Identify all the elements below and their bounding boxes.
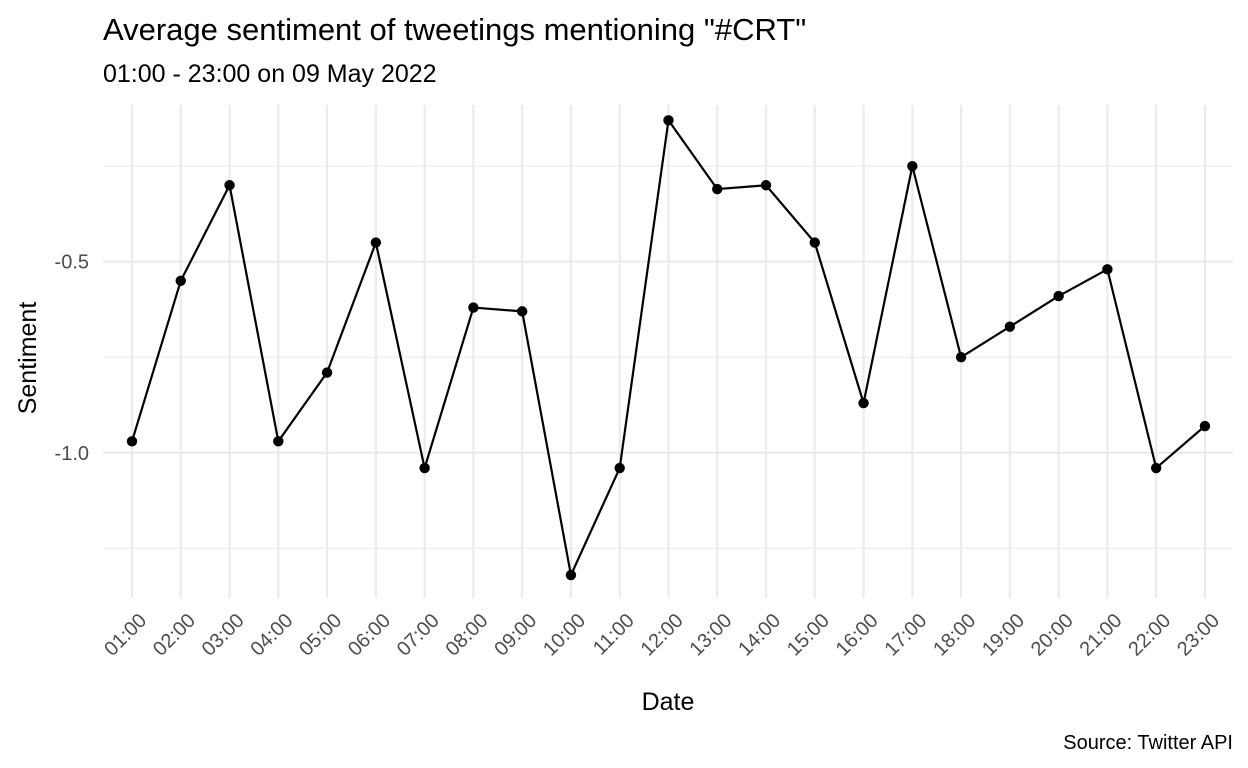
sentiment-series [126, 115, 1211, 581]
data-point [175, 275, 186, 286]
data-point [224, 180, 235, 191]
x-tick-label: 07:00 [393, 610, 444, 661]
y-axis-title: Sentiment [14, 302, 42, 415]
y-axis-tick-labels: -1.0 -0.5 [55, 252, 89, 465]
data-point [1150, 462, 1162, 474]
x-tick-label: 16:00 [832, 610, 883, 661]
data-point [468, 302, 479, 313]
x-tick-label: 03:00 [198, 610, 249, 661]
data-point [321, 367, 333, 378]
data-point [1004, 321, 1016, 332]
data-point [614, 462, 625, 474]
x-tick-label: 08:00 [442, 610, 493, 661]
data-point [1102, 264, 1113, 275]
x-tick-label: 22:00 [1124, 610, 1175, 661]
data-point [955, 352, 967, 363]
x-tick-label: 05:00 [295, 610, 346, 661]
x-tick-label: 18:00 [929, 610, 980, 661]
x-tick-label: 06:00 [344, 610, 395, 661]
x-tick-label: 23:00 [1173, 610, 1224, 661]
x-tick-label: 13:00 [685, 610, 736, 661]
x-tick-label: 10:00 [539, 610, 590, 661]
x-tick-label: 17:00 [881, 610, 932, 661]
x-axis-title: Date [642, 688, 695, 716]
data-point [126, 436, 138, 447]
data-point [419, 462, 430, 474]
data-point [1199, 420, 1211, 432]
data-point [1053, 290, 1064, 302]
chart-caption: Source: Twitter API [1063, 732, 1233, 754]
x-tick-label: 04:00 [247, 610, 298, 661]
x-tick-label: 12:00 [637, 610, 688, 661]
x-tick-label: 15:00 [783, 610, 834, 661]
x-tick-label: 11:00 [589, 610, 639, 660]
x-tick-label: 19:00 [978, 610, 1029, 661]
x-tick-label: 20:00 [1027, 610, 1078, 661]
grid-lines [103, 105, 1233, 598]
x-axis-tick-labels: 01:0002:0003:0004:0005:0006:0007:0008:00… [100, 610, 1224, 661]
x-tick-label: 09:00 [490, 610, 541, 661]
y-tick-label: -0.5 [55, 252, 89, 274]
data-point [760, 180, 772, 191]
x-tick-label: 21:00 [1076, 610, 1127, 661]
data-point [907, 160, 918, 172]
data-point [370, 237, 382, 248]
chart-subtitle: 01:00 - 23:00 on 09 May 2022 [103, 60, 437, 88]
x-tick-label: 02:00 [149, 610, 200, 661]
data-point [516, 306, 528, 317]
data-point [858, 397, 869, 409]
x-tick-label: 01:00 [100, 610, 151, 661]
data-point [712, 183, 723, 195]
data-point [273, 436, 284, 447]
chart-title: Average sentiment of tweetings mentionin… [103, 12, 806, 47]
y-tick-label: -1.0 [55, 443, 89, 465]
x-tick-label: 14:00 [734, 610, 785, 661]
data-point [663, 115, 674, 126]
data-point [809, 237, 820, 248]
data-point [565, 569, 577, 581]
